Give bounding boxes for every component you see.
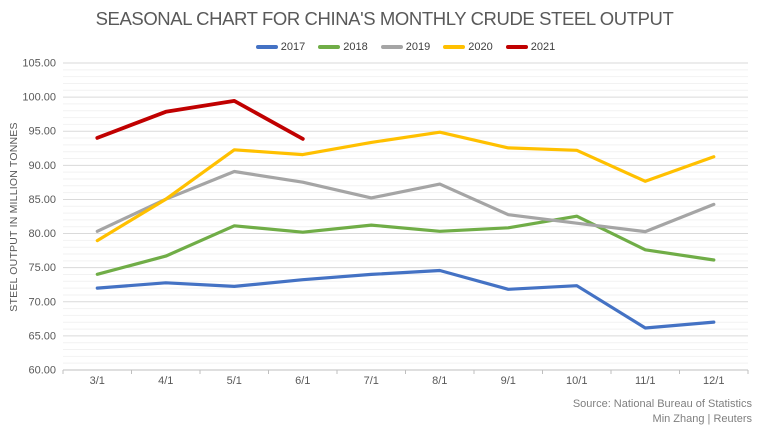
y-tick-label: 80.00	[28, 228, 56, 240]
y-tick-label: 105.00	[22, 58, 56, 70]
x-tick-label: 6/1	[295, 375, 310, 387]
legend-label: 2020	[468, 41, 493, 53]
y-tick-label: 100.00	[22, 92, 56, 104]
legend-label: 2017	[280, 41, 306, 53]
x-tick-label: 3/1	[90, 375, 105, 387]
legend-item-2020: 2020	[443, 41, 493, 53]
y-tick-label: 85.00	[28, 194, 56, 206]
series-line-2017	[95, 268, 716, 330]
credit-line: Min Zhang | Reuters	[652, 413, 752, 425]
x-tick-label: 7/1	[364, 375, 379, 387]
legend-label: 2018	[343, 41, 368, 53]
series-line-2021	[95, 99, 305, 141]
series-line-2020	[95, 130, 716, 243]
y-tick-label: 90.00	[28, 160, 56, 172]
x-tick-label: 12/1	[703, 375, 724, 387]
x-tick-label: 10/1	[566, 375, 587, 387]
series-line-2018	[95, 214, 716, 276]
x-tick-label: 4/1	[158, 375, 173, 387]
y-tick-label: 70.00	[28, 296, 56, 308]
y-axis-title: STEEL OUTPUT IN MILLION TONNES	[8, 122, 20, 312]
y-tick-label: 60.00	[28, 365, 56, 377]
legend-swatch-2020	[443, 45, 466, 49]
legend-swatch-2018	[318, 45, 341, 49]
chart-title: SEASONAL CHART FOR CHINA'S MONTHLY CRUDE…	[95, 8, 674, 29]
legend-item-2018: 2018	[318, 41, 368, 53]
legend-item-2017: 2017	[255, 41, 306, 53]
legend-swatch-2017	[255, 45, 278, 49]
legend-swatch-2019	[380, 45, 403, 49]
legend-label: 2019	[405, 41, 431, 53]
chart-legend: 2017 2018 2019 2020 2021	[63, 40, 748, 54]
x-tick-label: 5/1	[227, 375, 242, 387]
y-tick-label: 95.00	[28, 126, 56, 138]
legend-item-2019: 2019	[380, 41, 431, 53]
x-tick-label: 8/1	[432, 375, 447, 387]
legend-label: 2021	[530, 41, 556, 53]
y-tick-label: 65.00	[28, 330, 56, 342]
source-attribution: Source: National Bureau of Statistics Mi…	[573, 397, 752, 427]
y-tick-label: 75.00	[28, 262, 56, 274]
legend-swatch-2021	[505, 45, 528, 49]
source-line: Source: National Bureau of Statistics	[572, 398, 752, 410]
legend-item-2021: 2021	[505, 41, 556, 53]
series-line-2019	[95, 169, 716, 234]
x-tick-label: 11/1	[635, 375, 656, 387]
x-tick-label: 9/1	[501, 375, 516, 387]
